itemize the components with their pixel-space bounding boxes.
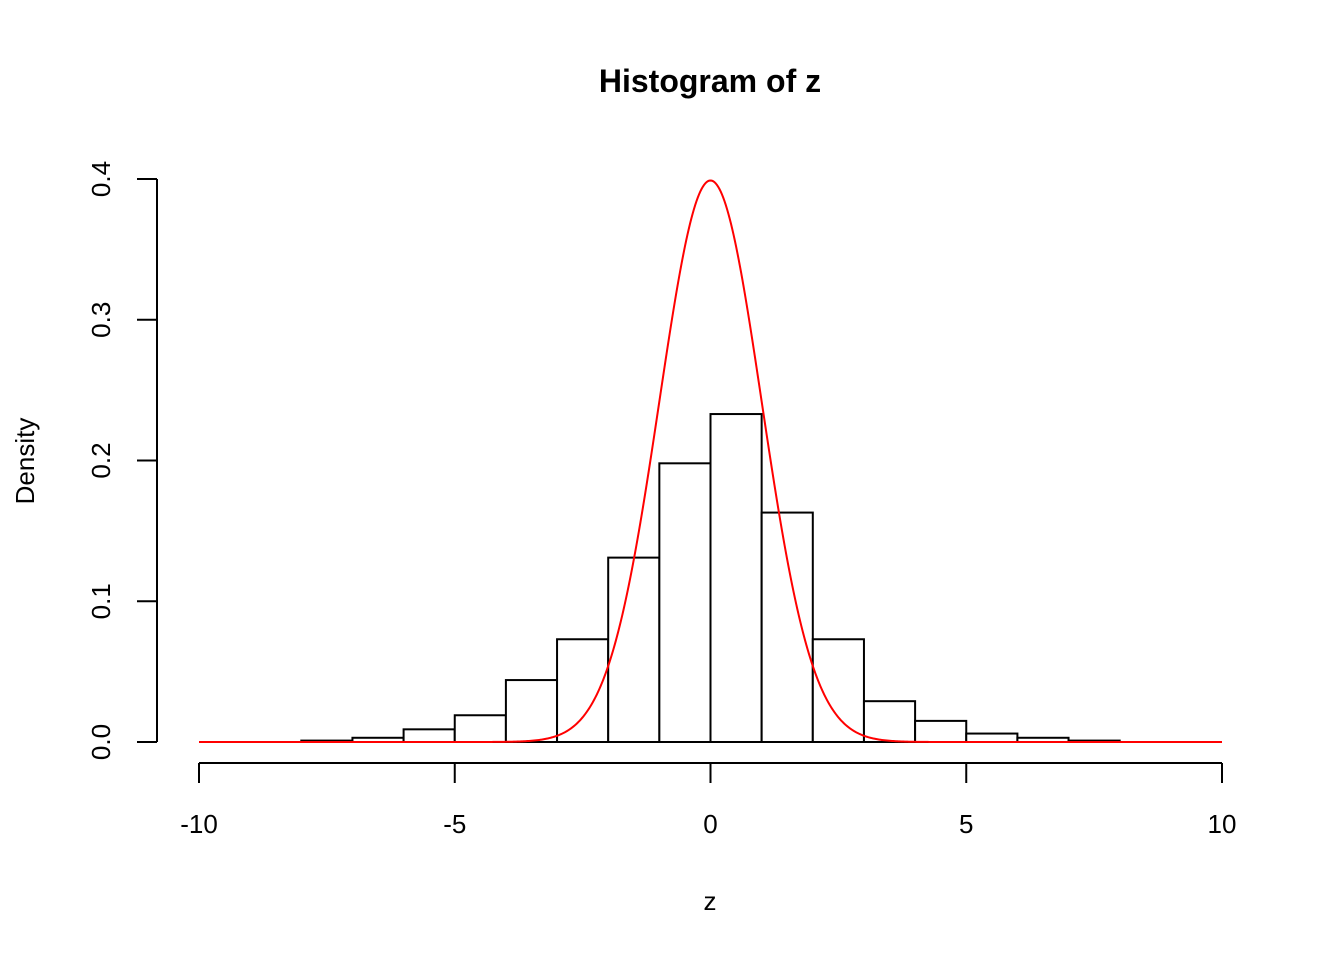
histogram-bar <box>504 679 559 744</box>
y-tick-label: 0.4 <box>86 161 116 197</box>
histogram-bar <box>862 700 917 743</box>
histogram-bar <box>607 556 661 743</box>
chart-title: Histogram of z <box>599 63 821 99</box>
y-tick-label: 0.3 <box>86 302 116 338</box>
histogram-bar <box>402 728 456 744</box>
x-tick-label: -10 <box>180 809 218 839</box>
y-tick-label: 0.2 <box>86 442 116 478</box>
y-axis-label: Density <box>10 418 40 505</box>
histogram-bar <box>556 638 610 743</box>
y-tick-label: 0.0 <box>86 724 116 760</box>
x-tick-label: -5 <box>443 809 466 839</box>
y-tick-label: 0.1 <box>86 583 116 619</box>
histogram-bar <box>914 719 968 744</box>
histogram-bar <box>760 511 814 744</box>
histogram-bar <box>811 638 865 743</box>
histogram-bar <box>965 732 1019 743</box>
histogram-bar <box>453 714 507 744</box>
x-tick-label: 0 <box>703 809 717 839</box>
y-axis: 0.0 0.1 0.2 0.3 0.4 <box>86 161 158 760</box>
x-axis: -10 -5 0 5 10 <box>180 762 1237 839</box>
histogram-bar <box>709 413 763 743</box>
x-axis-label: z <box>704 886 717 916</box>
x-tick-label: 10 <box>1208 809 1237 839</box>
x-tick-label: 5 <box>959 809 973 839</box>
histogram-bars <box>300 413 1121 744</box>
normal-density-curve <box>199 179 1222 743</box>
histogram-bar <box>658 462 712 743</box>
